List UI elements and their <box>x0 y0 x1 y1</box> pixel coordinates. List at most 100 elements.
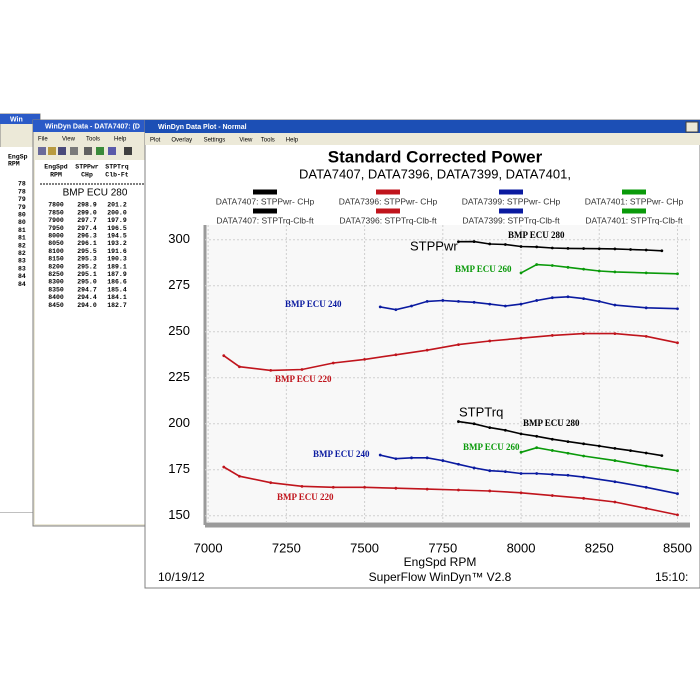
table-cell: 194.5 <box>107 233 127 240</box>
data-point <box>472 422 476 426</box>
data-point <box>457 299 460 303</box>
table-cell: 8250 <box>48 271 64 278</box>
data-point <box>363 357 366 361</box>
data-point <box>425 487 429 491</box>
data-point <box>613 480 617 484</box>
tool-icon[interactable] <box>70 147 78 155</box>
data-point <box>394 308 398 312</box>
menu-item[interactable]: Overlay <box>171 138 192 144</box>
y-tick-label: 300 <box>168 231 190 246</box>
column-header: STPPwr <box>75 164 99 171</box>
menu-item[interactable]: Plot <box>150 138 161 144</box>
data-point <box>582 442 586 446</box>
tool-icon[interactable] <box>58 147 66 155</box>
toolbar <box>38 147 132 155</box>
data-point <box>629 449 632 453</box>
table-cell: 8400 <box>48 294 64 301</box>
column-header: EngSpd <box>44 164 68 171</box>
data-point <box>582 496 586 500</box>
tool-icon[interactable] <box>84 147 92 155</box>
table-cell: 294.4 <box>77 294 97 301</box>
data-point <box>550 437 554 441</box>
menu-item[interactable]: View <box>239 138 253 144</box>
minimize-button[interactable] <box>685 121 699 133</box>
data-point <box>566 440 570 444</box>
data-point <box>566 295 570 299</box>
annotation: BMP ECU 280 <box>523 418 580 428</box>
data-point <box>472 300 476 304</box>
table-cell: 83 <box>18 258 26 265</box>
table-cell: 297.4 <box>77 225 97 232</box>
table-cell: 8450 <box>48 302 64 309</box>
table-cell: 78 <box>18 188 26 195</box>
data-point <box>660 249 664 253</box>
data-point <box>331 485 335 489</box>
data-point <box>503 304 507 308</box>
x-tick-label: 8250 <box>585 540 614 555</box>
table-cell: 81 <box>18 235 26 242</box>
column-header: Clb-Ft <box>105 172 129 179</box>
window-title: Win <box>10 116 23 123</box>
table-cell: 200.0 <box>107 209 127 216</box>
data-point <box>644 271 648 275</box>
data-point <box>597 269 601 273</box>
data-point <box>519 491 523 495</box>
data-point <box>582 297 586 301</box>
table-cell: 186.6 <box>107 279 127 286</box>
footer-date: 10/19/12 <box>158 570 205 584</box>
tool-icon[interactable] <box>48 147 56 155</box>
data-point <box>550 296 554 300</box>
footer-time: 15:10: <box>655 570 688 584</box>
menu-bar <box>145 133 700 145</box>
data-point <box>566 246 570 250</box>
data-point <box>472 466 476 470</box>
menu-item[interactable]: Help <box>286 138 299 144</box>
table-cell: 8200 <box>48 263 64 270</box>
data-point <box>363 485 366 489</box>
menu-item[interactable]: File <box>38 137 48 143</box>
menu-item[interactable]: Settings <box>204 138 226 144</box>
data-point <box>378 453 382 457</box>
data-point <box>535 245 539 249</box>
table-cell: 82 <box>18 242 26 249</box>
data-point <box>488 302 492 306</box>
tool-icon[interactable] <box>96 147 104 155</box>
menu-item[interactable]: View <box>62 137 76 143</box>
tool-icon[interactable] <box>108 147 116 155</box>
menu-item[interactable]: Help <box>114 137 127 143</box>
table-cell: 80 <box>18 212 26 219</box>
legend-label: DATA7396: STPTrq-Clb-ft <box>339 215 437 225</box>
table-cell: 8350 <box>48 286 64 293</box>
data-point <box>331 361 335 365</box>
data-point <box>378 305 382 309</box>
table-cell: 295.2 <box>77 263 97 270</box>
table-cell: 8000 <box>48 233 64 240</box>
tool-icon[interactable] <box>124 147 132 155</box>
series-line <box>223 332 678 372</box>
table-cell: 79 <box>18 204 26 211</box>
data-point <box>457 462 460 466</box>
data-point <box>613 303 617 307</box>
table-cell: 8300 <box>48 279 64 286</box>
y-tick-label: 200 <box>168 415 190 430</box>
data-point <box>644 306 648 310</box>
table-cell: 182.7 <box>107 302 127 309</box>
data-point <box>457 240 460 244</box>
data-point <box>613 332 617 335</box>
table-cell: 8100 <box>48 248 64 255</box>
menu-item[interactable]: Tools <box>86 137 100 143</box>
data-point <box>613 500 617 504</box>
data-point <box>457 488 460 492</box>
table-cell: 296.3 <box>77 233 97 240</box>
data-point <box>550 334 554 337</box>
data-point <box>550 494 554 497</box>
data-point <box>457 420 460 423</box>
column-header: STPTrq <box>105 164 129 171</box>
table-cell: 7850 <box>48 209 64 216</box>
title-bar <box>33 120 153 132</box>
menu-item[interactable]: Tools <box>261 138 275 144</box>
data-point <box>550 264 554 267</box>
table-cell: 80 <box>18 219 26 226</box>
tool-icon[interactable] <box>38 147 46 155</box>
column-header: CHp <box>81 172 93 179</box>
